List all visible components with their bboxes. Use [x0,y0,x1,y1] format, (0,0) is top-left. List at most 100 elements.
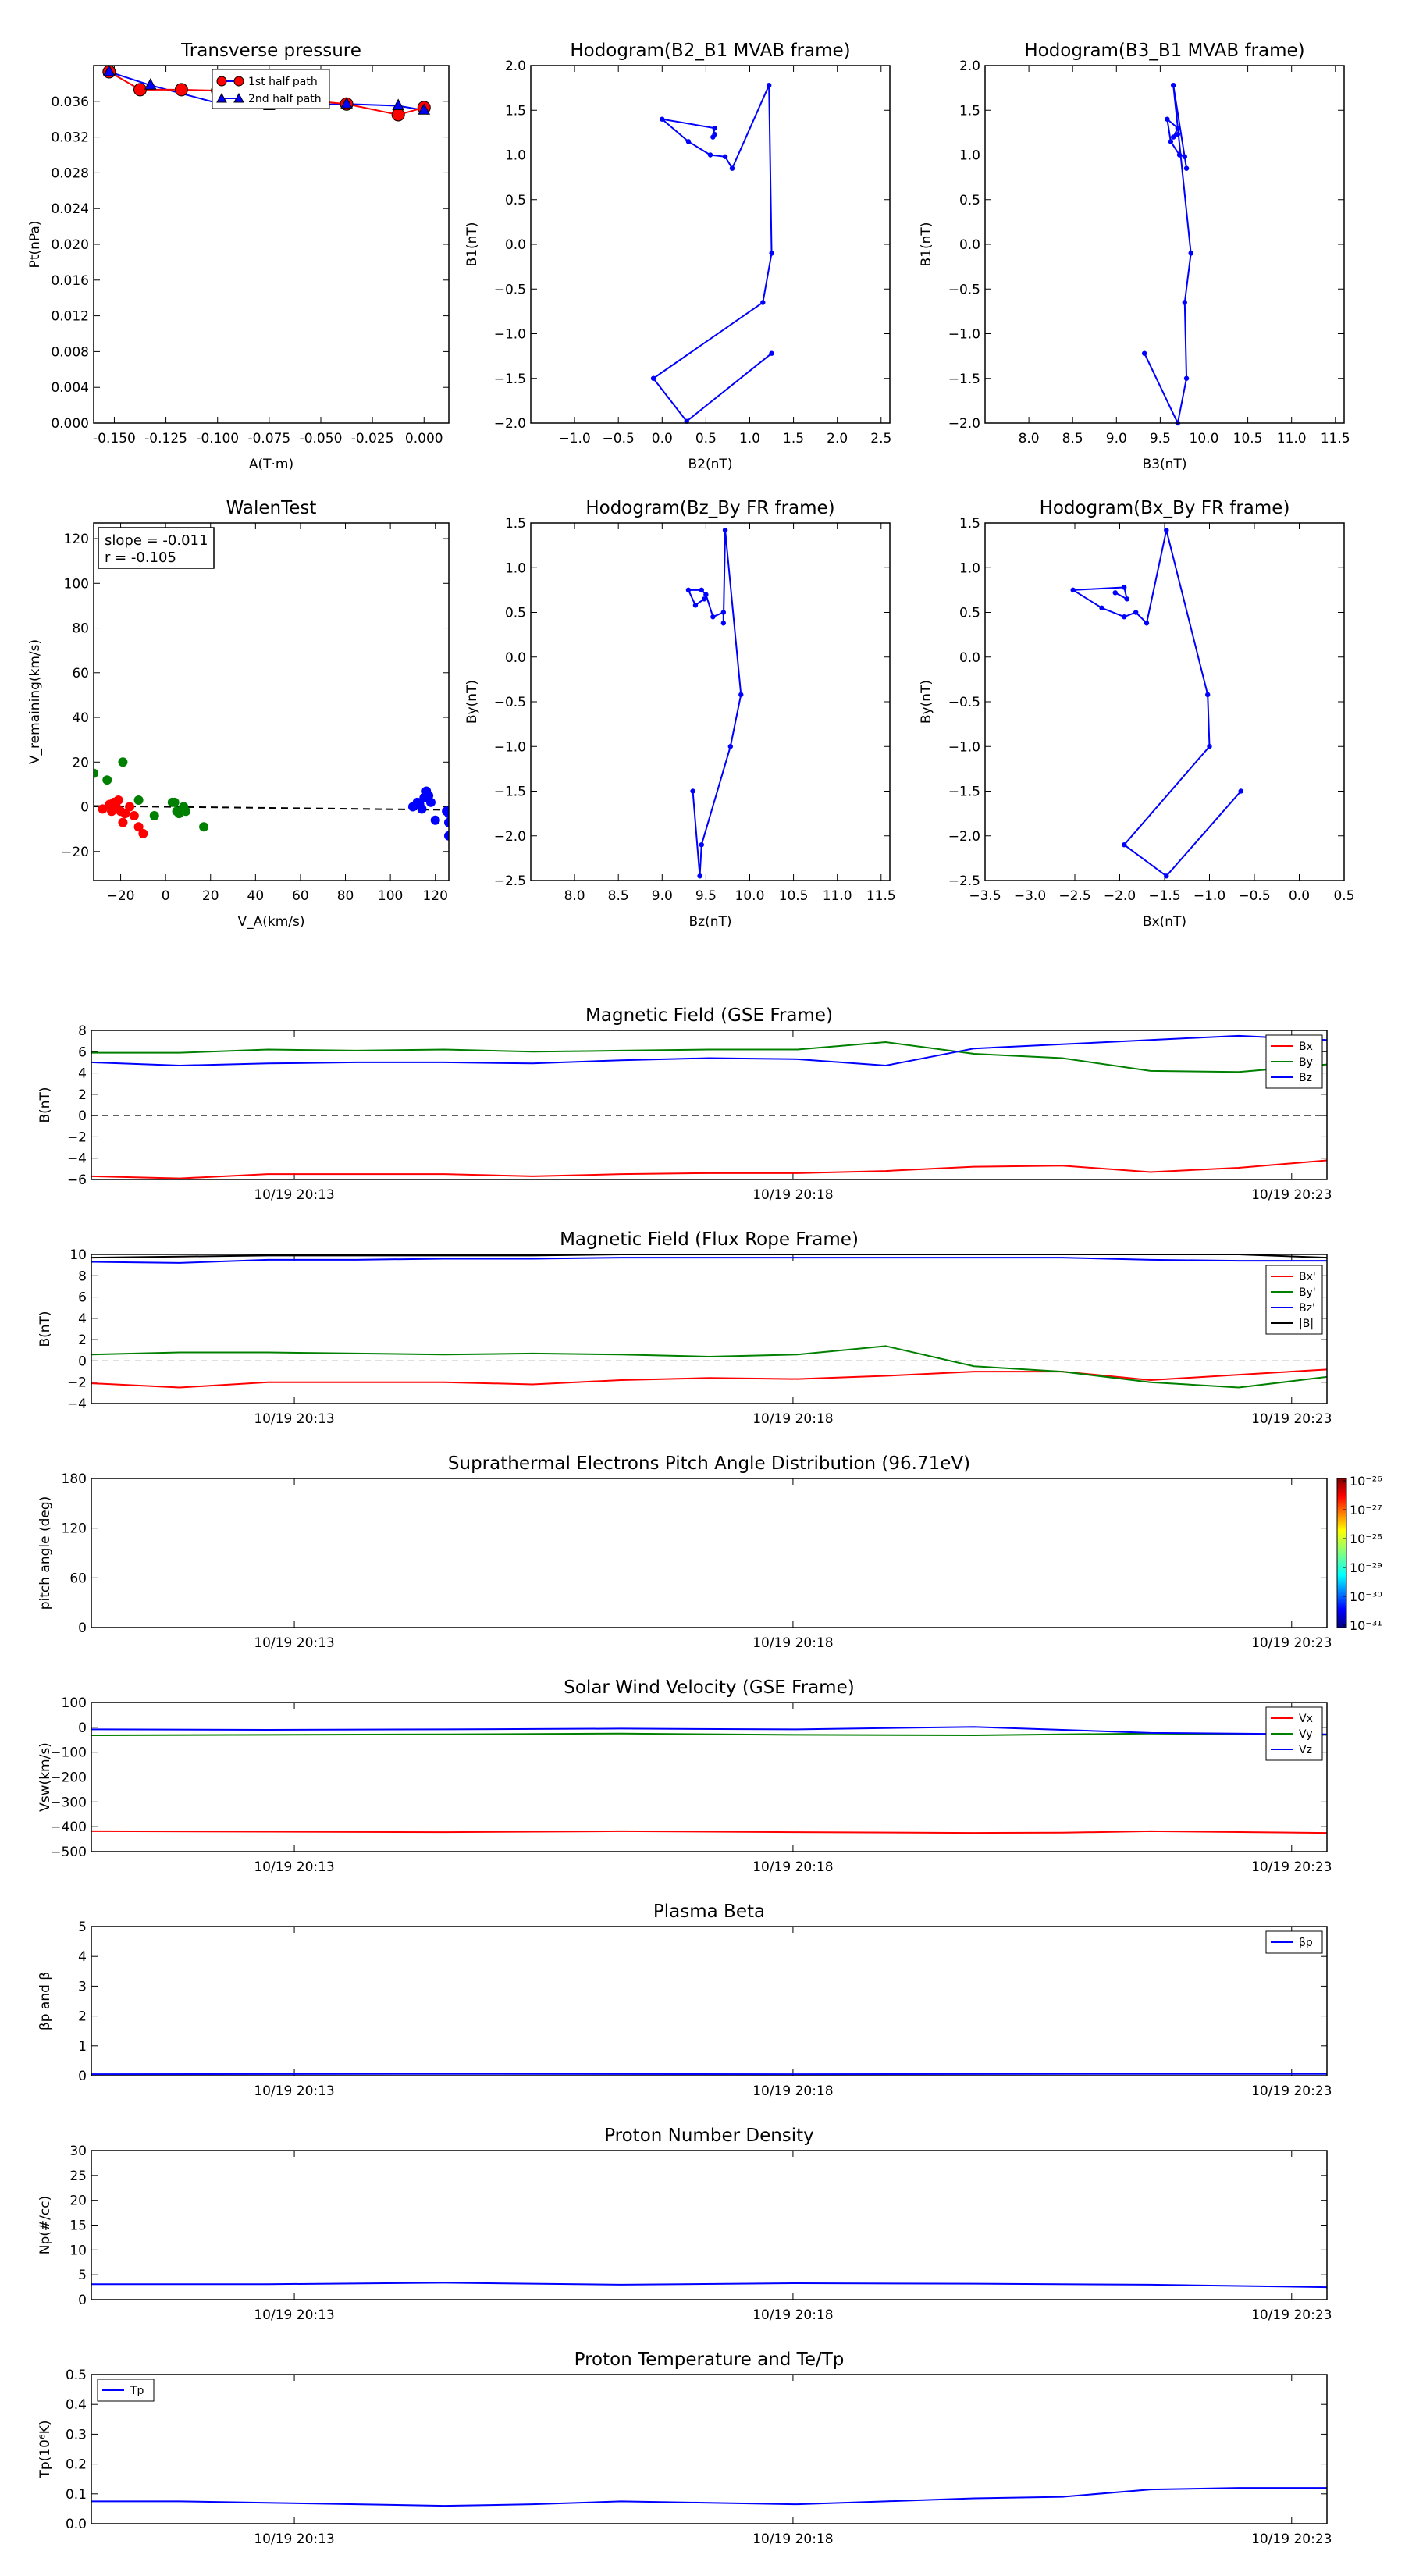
colorbar-label: 10⁻³¹ [1350,1618,1382,1633]
data-point [1176,152,1183,158]
y-tick-label: 0.1 [66,2487,87,2503]
data-point-2nd-half [340,97,353,109]
x-tick-label: −1.0 [1193,888,1225,904]
data-point-1st-half [174,83,188,97]
data-point [1164,873,1169,879]
x-tick-label: 9.0 [1106,431,1127,447]
data-point [138,828,148,838]
data-point [701,596,707,602]
y-tick-label: 60 [69,1571,87,1586]
y-tick-label: 120 [62,1521,87,1537]
data-point [685,587,692,593]
plot-frame [91,1702,1328,1852]
annotation-box [98,527,215,569]
data-point [660,116,665,122]
data-point [1070,587,1076,593]
y-tick-label: −0.5 [494,282,526,297]
x-tick-label: 10/19 20:13 [254,1411,334,1427]
chart-pb: Plasma Beta 0 1 2 3 4 5 10/19 20:13 10/19 20:18 1… [37,1902,1332,2099]
y-tick-label: 0.5 [66,2368,87,2383]
x-tick-label: 10/19 20:13 [254,2532,334,2547]
y-tick-label: 0.036 [51,94,89,110]
x-axis-label: B3(nT) [1143,457,1187,472]
x-tick-label: 10/19 20:18 [752,1411,833,1427]
y-tick-label: 0.0 [66,2517,87,2532]
x-tick-label: 10.5 [1233,431,1263,447]
y-tick-label: −6 [67,1172,87,1188]
y-tick-label: 0 [78,1354,87,1369]
x-tick-label: −2.0 [1104,888,1136,904]
y-tick-label: 3 [78,1979,87,1994]
data-point-2nd-half [103,64,116,76]
x-tick-label: 100 [378,888,403,904]
x-tick-label: 10/19 20:23 [1251,2083,1332,2099]
data-point [712,125,717,131]
hodogram-line [1070,529,1242,877]
legend-box [212,69,330,109]
x-tick-label: -0.100 [196,431,239,447]
y-tick-label: −500 [50,1845,87,1860]
data-point-1st-half [391,108,405,122]
data-point [1188,251,1193,256]
x-tick-label: −2.5 [1058,888,1090,904]
legend-label: Bz' [1299,1302,1315,1315]
x-axis-label: B2(nT) [688,457,733,472]
x-tick-label: 2.5 [870,431,891,447]
colorbar-label: 10⁻²⁷ [1350,1503,1382,1517]
y-tick-label: 30 [69,2144,87,2159]
y-tick-label: 0.3 [66,2427,87,2443]
x-tick-label: 0.5 [1333,888,1354,904]
data-point [98,804,108,814]
legend-label: Vy [1299,1728,1313,1741]
y-axis-label: B1(nT) [919,222,934,267]
data-point [720,621,727,626]
y-tick-label: 6 [78,1044,87,1060]
x-tick-label: −1.0 [558,431,590,447]
y-tick-label: 0.5 [959,606,980,621]
plot-frame [93,522,450,881]
plot-frame [91,1030,1328,1180]
y-tick-label: −4 [67,1397,87,1412]
data-point [1175,131,1181,137]
y-tick-label: 0 [78,1621,87,1636]
y-tick-label: 2.0 [505,59,526,74]
y-tick-label: 0.4 [66,2397,87,2413]
x-tick-label: 10/19 20:13 [254,1635,334,1651]
y-tick-label: 0 [78,2293,87,2308]
x-tick-label: −0.5 [1238,888,1270,904]
colorbar-label: 10⁻²⁸ [1350,1532,1382,1546]
data-point [1099,605,1104,610]
series-line-data [91,2282,1327,2289]
colorbar [1336,1478,1347,1628]
legend-label: Bx [1299,1041,1313,1053]
data-point [1183,165,1190,171]
data-point [722,154,728,159]
data-point [766,82,772,88]
y-tick-label: 0.024 [51,201,89,217]
y-axis-label: By(nT) [919,680,934,724]
x-tick-label: 10/19 20:18 [752,2083,833,2099]
data-point-2nd-half [144,78,157,90]
data-point [125,802,135,812]
data-point [720,610,727,615]
legend-label: 1st half path [248,76,318,88]
data-point [769,251,774,256]
x-tick-label: 11.0 [823,888,852,904]
legend: 1st half path 2nd half path [212,69,330,109]
series-line-Tp [91,2487,1327,2507]
y-axis-label: Vsw(km/s) [37,1742,53,1812]
plot-frame [984,522,1345,881]
legend-label: By' [1299,1286,1316,1299]
data-point [1238,788,1243,794]
x-tick-label: 10/19 20:18 [752,1187,833,1203]
legend-label: Vx [1299,1713,1313,1725]
y-axis-label: B(nT) [37,1087,53,1123]
y-tick-label: 0.0 [505,237,526,253]
y-tick-label: −1.0 [494,327,526,343]
data-point [1182,300,1188,305]
y-axis-label: Np(#/cc) [37,2196,53,2254]
x-tick-label: 10/19 20:23 [1251,1411,1332,1427]
y-tick-label: 0.0 [505,650,526,666]
data-point [167,797,177,807]
x-tick-label: 80 [337,888,354,904]
